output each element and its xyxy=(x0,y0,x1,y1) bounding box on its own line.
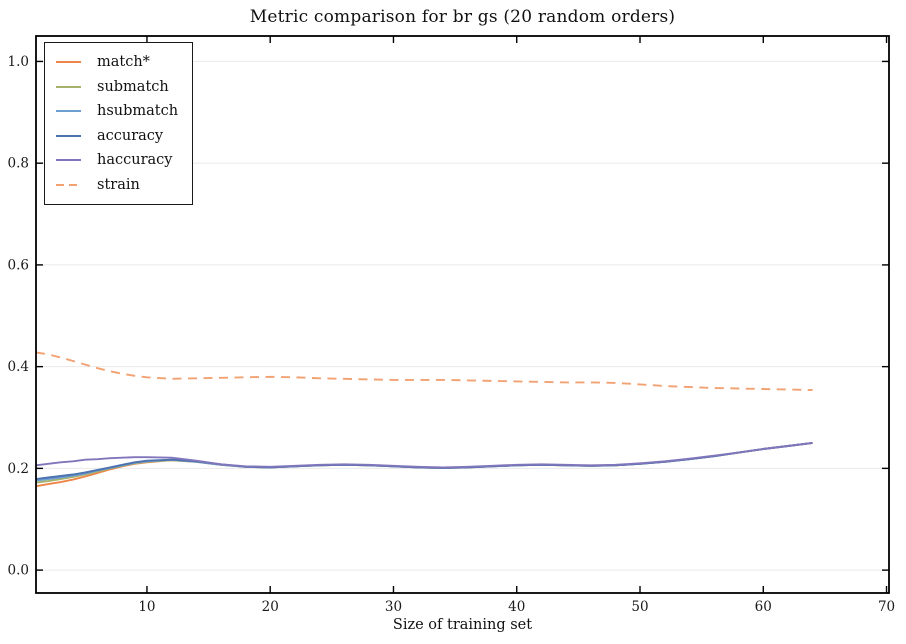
y-axis-tick-label: 0.4 xyxy=(8,359,29,375)
legend-label: match* xyxy=(97,54,150,71)
y-axis-tick-label: 1.0 xyxy=(8,54,29,70)
x-axis-tick-label: 50 xyxy=(631,599,648,615)
series-line-accuracy xyxy=(35,441,813,481)
legend-item: submatch xyxy=(56,75,178,100)
series-line-haccuracy xyxy=(35,441,813,469)
x-axis-tick-label: 70 xyxy=(878,599,895,615)
series-line-hsubmatch xyxy=(35,441,813,482)
y-axis-tick-label: 0.2 xyxy=(8,461,29,477)
legend-swatch-line xyxy=(56,85,81,88)
legend-item: hsubmatch xyxy=(56,99,178,124)
axes-spines xyxy=(35,35,890,594)
legend-label: submatch xyxy=(97,78,169,95)
x-axis-tick-label: 30 xyxy=(385,599,402,615)
legend-swatch-line xyxy=(56,61,81,64)
legend-swatch-line xyxy=(56,134,81,137)
legend-swatch-dashed-line xyxy=(56,183,81,186)
legend-label: hsubmatch xyxy=(97,103,179,120)
legend: match* submatch hsubmatch accuracy haccuracy… xyxy=(44,42,194,205)
legend-swatch-line xyxy=(56,159,81,162)
y-axis-tick-label: 0.8 xyxy=(8,156,29,172)
x-axis-tick-label: 60 xyxy=(755,599,772,615)
legend-item: accuracy xyxy=(56,124,178,149)
legend-swatch-line xyxy=(56,110,81,113)
x-axis-tick-label: 20 xyxy=(262,599,279,615)
x-axis-tick-label: 40 xyxy=(508,599,525,615)
y-axis-tick-label: 0.0 xyxy=(8,563,29,579)
legend-item: haccuracy xyxy=(56,148,178,173)
legend-item: strain xyxy=(56,173,178,198)
x-axis-tick-label: 10 xyxy=(138,599,155,615)
y-axis-tick-label: 0.6 xyxy=(8,257,29,273)
legend-label: accuracy xyxy=(97,127,164,144)
series-line-strain xyxy=(35,351,813,391)
series-line-match xyxy=(35,441,813,488)
x-axis-label: Size of training set xyxy=(392,617,533,633)
legend-item: match* xyxy=(56,50,178,75)
legend-label: strain xyxy=(97,176,140,193)
legend-label: haccuracy xyxy=(97,152,173,169)
chart-title: Metric comparison for br gs (20 random o… xyxy=(249,7,676,27)
